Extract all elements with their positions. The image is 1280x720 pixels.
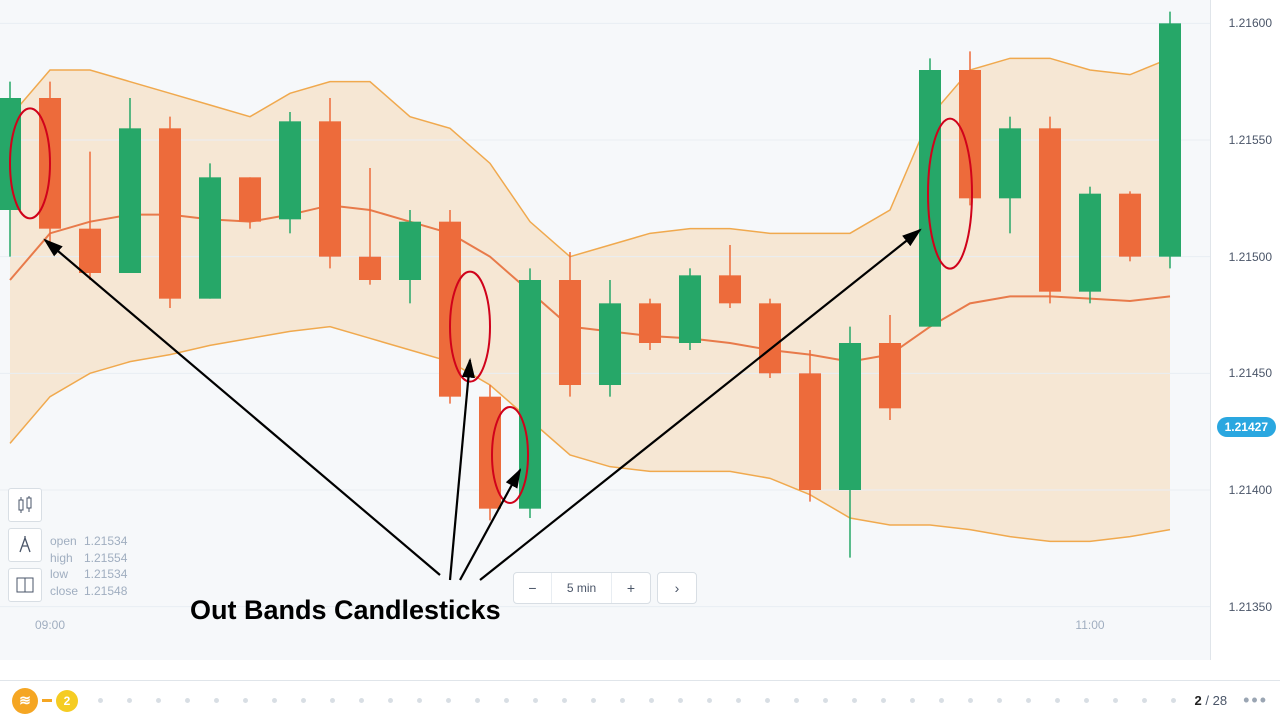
footer-bar: ≋ 2 2 / 28 ••• [0,680,1280,720]
footer-count-badge: 2 [56,690,78,712]
y-tick-label: 1.21350 [1229,600,1272,614]
annotation-text: Out Bands Candlesticks [190,595,501,626]
footer-main-badge: ≋ [12,688,38,714]
ohlc-low-label: low [50,566,84,583]
y-tick-label: 1.21500 [1229,250,1272,264]
footer-dot [1113,698,1118,703]
candlestick-icon [16,496,34,514]
ohlc-close-value: 1.21548 [84,584,127,598]
footer-dot [910,698,915,703]
y-tick-label: 1.21400 [1229,483,1272,497]
ohlc-open-label: open [50,533,84,550]
footer-dots-track[interactable] [98,698,1195,703]
ohlc-close-label: close [50,583,84,600]
footer-dot [156,698,161,703]
footer-dot [620,698,625,703]
footer-dot [446,698,451,703]
current-price-badge: 1.21427 [1217,417,1276,437]
y-axis: 1.21600 1.21550 1.21500 1.21450 1.21400 1.213… [1210,0,1280,660]
footer-dot [649,698,654,703]
footer-dot [939,698,944,703]
footer-dot [301,698,306,703]
y-tick-label: 1.21600 [1229,16,1272,30]
footer-badge-group[interactable]: ≋ 2 [12,688,78,714]
footer-dot [736,698,741,703]
footer-dot [98,698,103,703]
timeframe-control: − 5 min + › [513,572,697,604]
footer-dot [678,698,683,703]
footer-dot [475,698,480,703]
footer-dot [765,698,770,703]
footer-dot [1171,698,1176,703]
x-tick-label: 09:00 [35,618,65,632]
layout-button[interactable] [8,568,42,602]
footer-dot [968,698,973,703]
footer-dot [504,698,509,703]
footer-dot [417,698,422,703]
y-tick-label: 1.21450 [1229,366,1272,380]
timeframe-minus-button[interactable]: − [514,573,552,603]
footer-dot [1142,698,1147,703]
footer-more-button[interactable]: ••• [1243,690,1268,711]
footer-dot [272,698,277,703]
footer-dot [881,698,886,703]
footer-dot [1084,698,1089,703]
timeframe-label[interactable]: 5 min [552,573,612,603]
footer-dot [562,698,567,703]
footer-dot [794,698,799,703]
ohlc-high-value: 1.21554 [84,551,127,565]
y-tick-label: 1.21550 [1229,133,1272,147]
footer-dot [591,698,596,703]
footer-badge-connector [42,699,52,702]
split-layout-icon [16,576,34,594]
x-tick-label: 11:00 [1075,618,1104,632]
ohlc-panel: open1.21534 high1.21554 low1.21534 close… [50,533,127,600]
footer-dot [852,698,857,703]
timeframe-next-button[interactable]: › [658,573,696,603]
footer-dot [997,698,1002,703]
ohlc-low-value: 1.21534 [84,567,127,581]
footer-dot [214,698,219,703]
drawing-tools-button[interactable] [8,528,42,562]
footer-dot [707,698,712,703]
footer-dot [330,698,335,703]
ohlc-high-label: high [50,550,84,567]
footer-dot [1026,698,1031,703]
footer-dot [359,698,364,703]
footer-dot [533,698,538,703]
chart-plot-area[interactable]: 09:0011:00 open1.21534 high1.21554 low1.… [0,0,1210,660]
footer-dot [388,698,393,703]
ohlc-open-value: 1.21534 [84,534,127,548]
footer-page-count: 2 / 28 [1195,693,1228,708]
footer-dot [185,698,190,703]
chart-type-button[interactable] [8,488,42,522]
footer-dot [823,698,828,703]
compass-icon [16,536,34,554]
footer-dot [127,698,132,703]
footer-dot [1055,698,1060,703]
chart-svg [0,0,1210,660]
footer-dot [243,698,248,703]
timeframe-plus-button[interactable]: + [612,573,650,603]
